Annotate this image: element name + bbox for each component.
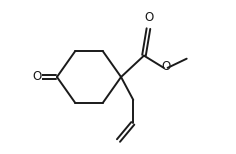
Text: O: O: [144, 11, 153, 24]
Text: O: O: [161, 59, 170, 73]
Text: O: O: [32, 71, 41, 83]
